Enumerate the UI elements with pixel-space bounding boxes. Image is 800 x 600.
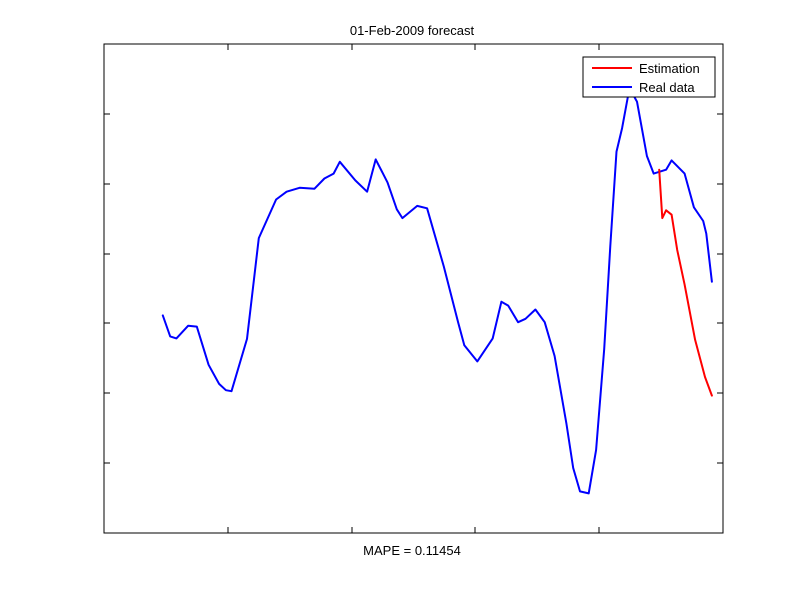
chart-title: 01-Feb-2009 forecast	[350, 23, 475, 38]
plot-area	[103, 43, 724, 534]
legend-label-estimation: Estimation	[639, 61, 700, 76]
axis-ticks	[104, 44, 723, 533]
x-axis-label: MAPE = 0.11454	[363, 543, 461, 558]
legend-box	[582, 56, 716, 98]
legend: Estimation Real data	[582, 56, 716, 98]
legend-label-real-data: Real data	[639, 80, 695, 95]
series-line-estimation	[658, 168, 713, 397]
